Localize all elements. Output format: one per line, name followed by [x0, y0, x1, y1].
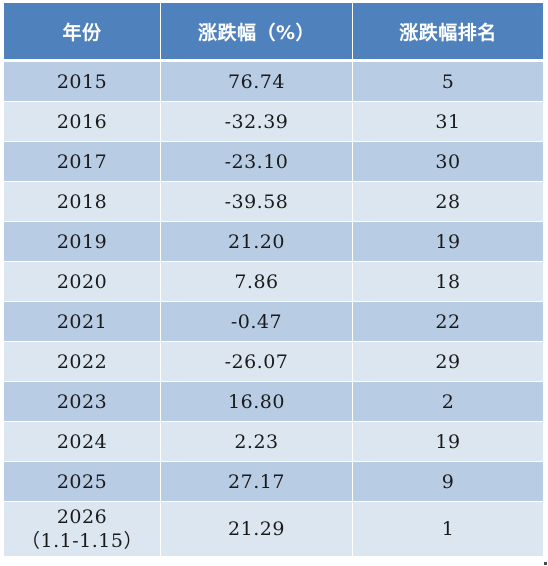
cell-year: 2026 （1.1-1.15） [3, 501, 161, 557]
cell-year: 2016 [3, 101, 161, 142]
cell-rank: 19 [352, 421, 544, 462]
table-row: 2015 76.74 5 [3, 60, 544, 102]
resize-handle-icon [544, 562, 547, 565]
cell-year: 2023 [3, 381, 161, 422]
cell-rank: 18 [352, 261, 544, 302]
cell-year: 2022 [3, 341, 161, 382]
cell-rank: 1 [352, 501, 544, 557]
cell-rank: 19 [352, 221, 544, 262]
cell-rank: 31 [352, 101, 544, 142]
table-row: 2022 -26.07 29 [3, 341, 544, 382]
table-row: 2025 27.17 9 [3, 461, 544, 502]
cell-year: 2024 [3, 421, 161, 462]
table-row: 2023 16.80 2 [3, 381, 544, 422]
cell-year: 2017 [3, 141, 161, 182]
cell-change: -23.10 [160, 141, 353, 182]
cell-year: 2020 [3, 261, 161, 302]
header-change: 涨跌幅（%） [160, 2, 353, 62]
cell-year: 2018 [3, 181, 161, 222]
header-year: 年份 [3, 2, 161, 62]
table-row: 2017 -23.10 30 [3, 141, 544, 182]
cell-rank: 28 [352, 181, 544, 222]
cell-rank: 29 [352, 341, 544, 382]
cell-change: 21.20 [160, 221, 353, 262]
table-row: 2024 2.23 19 [3, 421, 544, 462]
cell-change: -0.47 [160, 301, 353, 342]
table-row: 2020 7.86 18 [3, 261, 544, 302]
table-body: 2015 76.74 5 2016 -32.39 31 2017 -23.10 … [3, 60, 544, 557]
cell-rank: 2 [352, 381, 544, 422]
cell-change: 2.23 [160, 421, 353, 462]
cell-change: 7.86 [160, 261, 353, 302]
table-header: 年份 涨跌幅（%） 涨跌幅排名 [3, 2, 544, 62]
cell-year-value: 2026 [56, 506, 108, 528]
annual-change-table: 年份 涨跌幅（%） 涨跌幅排名 2015 76.74 5 2016 -32.39… [3, 2, 544, 557]
cell-year: 2015 [3, 60, 161, 102]
cell-rank: 22 [352, 301, 544, 342]
cell-rank: 9 [352, 461, 544, 502]
table-row: 2021 -0.47 22 [3, 301, 544, 342]
table-row: 2016 -32.39 31 [3, 101, 544, 142]
table-row: 2018 -39.58 28 [3, 181, 544, 222]
cell-year: 2019 [3, 221, 161, 262]
table-row: 2019 21.20 19 [3, 221, 544, 262]
header-rank: 涨跌幅排名 [352, 2, 544, 62]
cell-change: -32.39 [160, 101, 353, 142]
cell-change: -39.58 [160, 181, 353, 222]
cell-change: -26.07 [160, 341, 353, 382]
table-row: 2026 （1.1-1.15） 21.29 1 [3, 501, 544, 557]
cell-change: 76.74 [160, 60, 353, 102]
cell-rank: 5 [352, 60, 544, 102]
cell-rank: 30 [352, 141, 544, 182]
cell-change: 27.17 [160, 461, 353, 502]
cell-year: 2025 [3, 461, 161, 502]
cell-change: 16.80 [160, 381, 353, 422]
cell-year: 2021 [3, 301, 161, 342]
header-row: 年份 涨跌幅（%） 涨跌幅排名 [3, 2, 544, 62]
cell-change: 21.29 [160, 501, 353, 557]
cell-year-period-note: （1.1-1.15） [21, 530, 143, 552]
